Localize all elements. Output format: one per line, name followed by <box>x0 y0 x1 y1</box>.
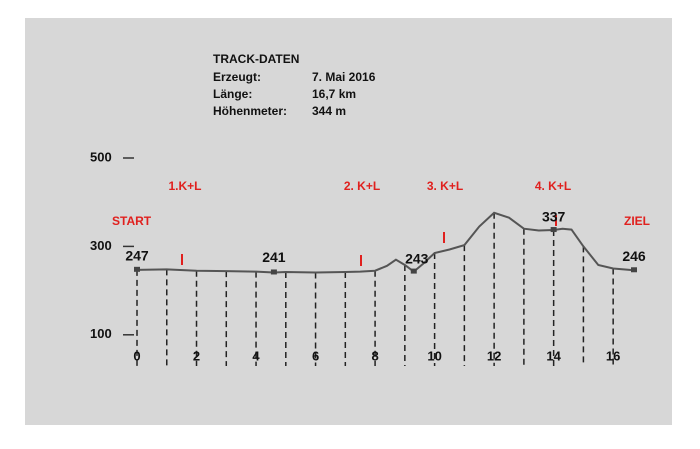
y-tick-label: 300 <box>90 238 112 253</box>
info-label: Höhenmeter: <box>213 104 287 118</box>
x-tick-label: 6 <box>312 348 319 363</box>
info-value: 16,7 km <box>312 87 356 101</box>
x-tick-label: 4 <box>252 348 260 363</box>
x-tick-label: 14 <box>546 348 561 363</box>
info-value: 7. Mai 2016 <box>312 70 376 84</box>
point-label: 247 <box>125 248 149 264</box>
info-label: Länge: <box>213 87 252 101</box>
annotation: 2. K+L <box>344 179 380 193</box>
x-tick-label: 0 <box>133 348 140 363</box>
point <box>410 268 417 274</box>
point-label: 241 <box>262 249 286 265</box>
point-label: 337 <box>542 209 566 225</box>
x-tick-label: 8 <box>371 348 378 363</box>
start-label: START <box>112 214 152 228</box>
y-tick-label: 100 <box>90 326 112 341</box>
x-tick-label: 16 <box>606 348 620 363</box>
end-label: ZIEL <box>624 214 650 228</box>
x-tick-label: 2 <box>193 348 200 363</box>
x-tick-label: 12 <box>487 348 501 363</box>
annotation: 3. K+L <box>427 179 463 193</box>
point <box>270 269 277 275</box>
info-value: 344 m <box>312 104 346 118</box>
x-tick-label: 10 <box>427 348 441 363</box>
point-label: 243 <box>405 250 429 266</box>
info-title: TRACK-DATEN <box>213 52 299 66</box>
annotation: 4. K+L <box>535 179 571 193</box>
annotation: 1.K+L <box>168 179 201 193</box>
point-label: 246 <box>622 248 646 264</box>
point <box>631 267 637 273</box>
info-label: Erzeugt: <box>213 70 261 84</box>
y-tick-label: 500 <box>90 149 112 164</box>
background <box>25 18 672 425</box>
point <box>550 227 557 233</box>
point <box>134 266 140 272</box>
